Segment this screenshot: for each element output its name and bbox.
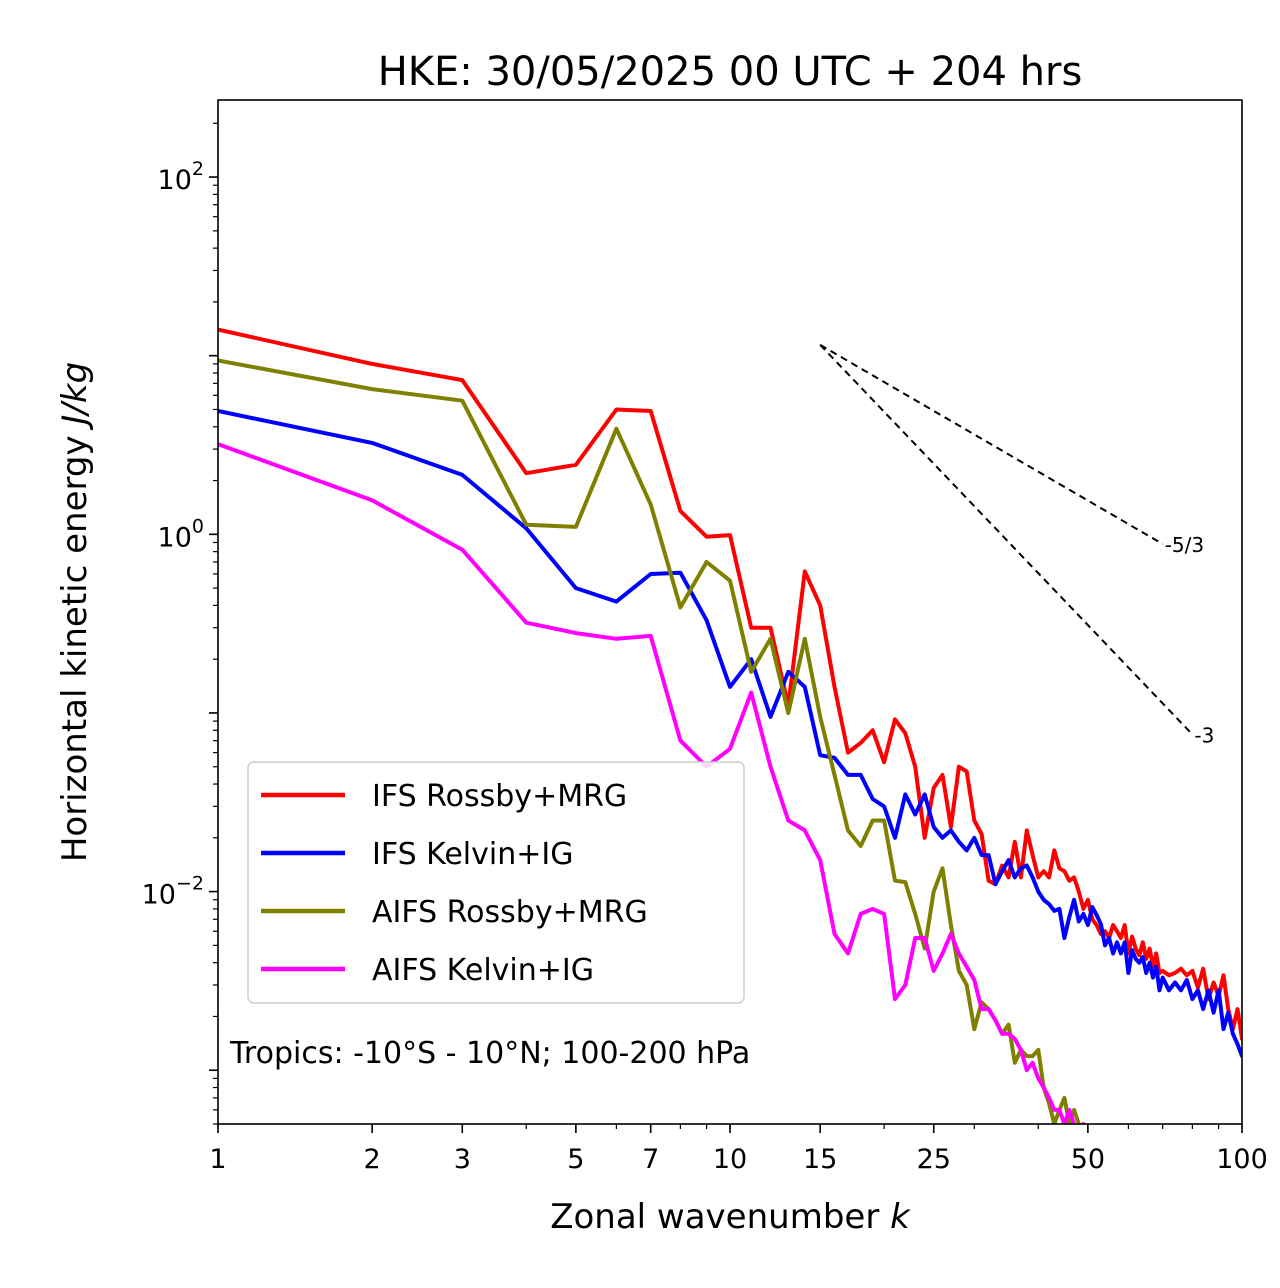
legend-label-2: AIFS Rossby+MRG xyxy=(372,895,648,930)
reference-line-0 xyxy=(819,343,1164,545)
chart-title: HKE: 30/05/2025 00 UTC + 204 hrs xyxy=(378,49,1083,95)
series-line-0 xyxy=(218,327,1242,1041)
y-tick-label-2: 10−2 xyxy=(142,873,204,911)
legend-label-1: IFS Kelvin+IG xyxy=(372,837,573,872)
series-line-1 xyxy=(218,409,1242,1059)
x-tick-label-1: 2 xyxy=(364,1144,381,1175)
x-tick-label-6: 15 xyxy=(803,1144,837,1175)
series-line-2 xyxy=(218,358,1081,1124)
x-tick-label-3: 5 xyxy=(567,1144,584,1175)
x-tick-label-4: 7 xyxy=(642,1144,659,1175)
region-annotation: Tropics: -10°S - 10°N; 100-200 hPa xyxy=(229,1036,750,1071)
legend: IFS Rossby+MRG IFS Kelvin+IG AIFS Rossby+M… xyxy=(247,761,745,1004)
series-layer xyxy=(218,327,1242,1124)
reference-lines: -5/3 -3 xyxy=(819,343,1214,747)
x-axis-ticks: 1 2 3 5 7 10 15 25 50 100 xyxy=(209,1124,1268,1175)
y-axis-label: Horizontal kinetic energy J/kg xyxy=(55,362,95,862)
legend-box xyxy=(247,761,745,1004)
x-axis-label: Zonal wavenumber k xyxy=(550,1197,911,1237)
legend-label-3: AIFS Kelvin+IG xyxy=(372,953,594,988)
reference-line-label-1: -3 xyxy=(1194,723,1214,747)
reference-line-1 xyxy=(819,344,1194,736)
x-tick-label-2: 3 xyxy=(454,1144,471,1175)
x-tick-label-5: 10 xyxy=(713,1144,747,1175)
y-tick-label-1: 100 xyxy=(158,515,204,553)
x-tick-label-8: 50 xyxy=(1071,1144,1105,1175)
y-axis-ticks: 102 100 10−2 xyxy=(142,122,218,1125)
x-tick-label-7: 25 xyxy=(917,1144,951,1175)
reference-line-label-0: -5/3 xyxy=(1165,533,1204,557)
y-tick-label-0: 102 xyxy=(158,158,204,196)
x-tick-label-9: 100 xyxy=(1216,1144,1268,1175)
legend-label-0: IFS Rossby+MRG xyxy=(372,779,627,814)
x-tick-label-0: 1 xyxy=(209,1144,226,1175)
